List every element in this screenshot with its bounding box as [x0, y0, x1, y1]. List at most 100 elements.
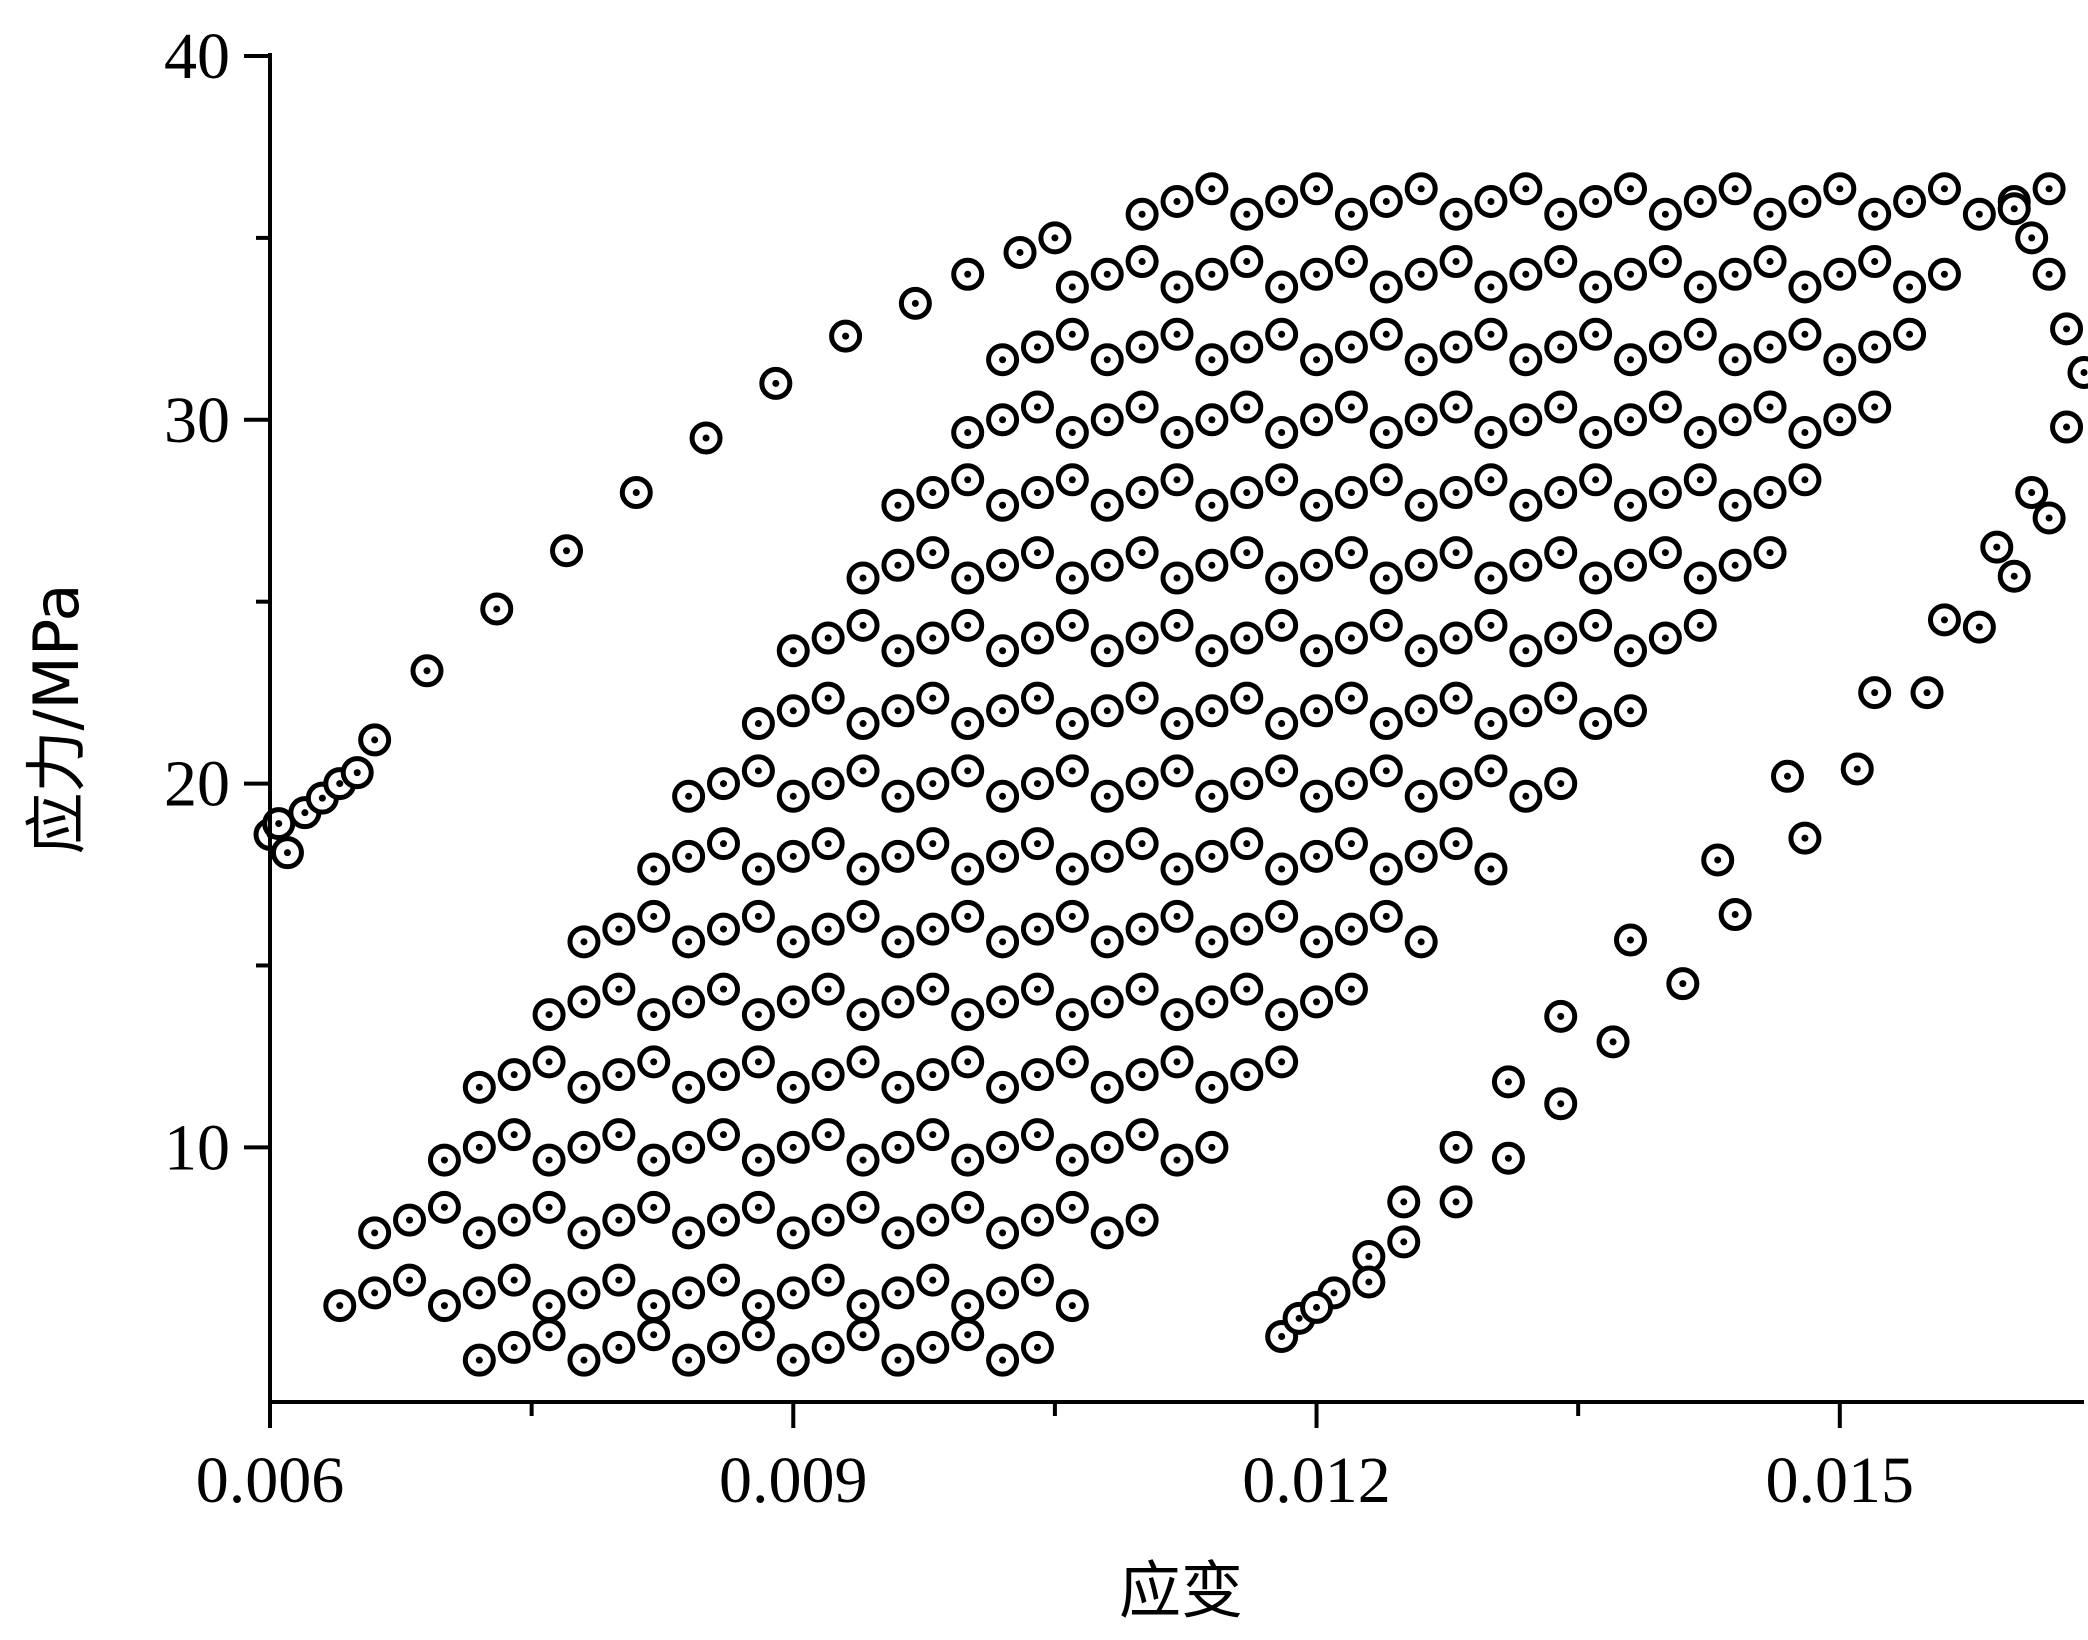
data-point — [1265, 416, 1299, 450]
point-center — [1138, 489, 1146, 497]
data-point — [1509, 694, 1543, 728]
point-center — [1208, 501, 1216, 509]
point-center — [1382, 283, 1390, 291]
point-center — [1766, 403, 1774, 411]
data-point — [986, 1070, 1020, 1104]
point-center — [929, 549, 937, 557]
point-center — [1417, 647, 1425, 655]
point-center — [1243, 694, 1251, 702]
point-center — [789, 1143, 797, 1151]
data-point — [1055, 416, 1089, 450]
data-point — [1369, 899, 1403, 933]
point-center — [1103, 792, 1111, 800]
point-center — [1627, 185, 1634, 193]
data-point — [1334, 536, 1368, 570]
point-center — [859, 1203, 867, 1211]
point-center — [1906, 330, 1914, 338]
data-point — [1230, 197, 1264, 231]
data-point — [846, 899, 880, 933]
data-point — [462, 1130, 496, 1164]
data-point — [1718, 488, 1752, 522]
y-tick-label: 30 — [164, 384, 230, 457]
point-center — [1016, 248, 1024, 256]
data-point — [1300, 694, 1334, 728]
data-point — [602, 972, 636, 1006]
data-point — [1997, 559, 2031, 593]
data-point — [497, 1118, 531, 1152]
point-center — [336, 780, 344, 788]
data-point — [1614, 257, 1647, 291]
point-center — [911, 299, 919, 307]
data-point — [881, 779, 915, 813]
point-center — [894, 501, 902, 509]
point-center — [510, 1343, 518, 1351]
data-point — [497, 1058, 531, 1092]
point-center — [1173, 720, 1181, 728]
data-point — [1265, 463, 1299, 497]
point-center — [1452, 1198, 1460, 1206]
point-center — [423, 667, 431, 675]
point-center — [1068, 767, 1076, 775]
point-center — [999, 707, 1007, 715]
point-center — [1033, 489, 1041, 497]
point-center — [1173, 198, 1181, 206]
point-center — [1138, 549, 1146, 557]
point-center — [999, 356, 1007, 364]
point-center — [1243, 1071, 1251, 1079]
point-center — [1382, 767, 1390, 775]
data-point — [567, 985, 601, 1019]
point-center — [1382, 720, 1390, 728]
point-center — [842, 332, 850, 340]
point-center — [1243, 343, 1251, 351]
point-center — [475, 1143, 483, 1151]
data-point — [1509, 634, 1543, 668]
data-point — [1439, 681, 1473, 715]
data-point — [707, 912, 740, 946]
data-point — [881, 1070, 915, 1104]
data-point — [1544, 245, 1578, 279]
data-point — [916, 1263, 950, 1297]
point-center — [964, 621, 972, 629]
point-center — [580, 1289, 588, 1297]
data-point — [2032, 501, 2066, 535]
data-point — [741, 899, 775, 933]
data-point — [1788, 416, 1822, 450]
point-center — [789, 938, 797, 946]
point-center — [275, 820, 283, 828]
point-center — [1278, 621, 1286, 629]
point-center — [1068, 429, 1076, 437]
data-point — [1404, 343, 1438, 377]
point-center — [1382, 476, 1390, 484]
point-center — [580, 1356, 588, 1364]
point-center — [1138, 985, 1146, 993]
point-center — [999, 561, 1007, 569]
point-center — [615, 1216, 623, 1224]
point-ring — [2067, 355, 2088, 389]
point-center — [1487, 767, 1495, 775]
point-center — [1138, 1216, 1146, 1224]
data-point — [741, 1190, 775, 1224]
point-center — [999, 647, 1007, 655]
data-point — [427, 1289, 461, 1323]
point-center — [1347, 634, 1355, 642]
point-center — [894, 1143, 902, 1151]
data-point — [1195, 403, 1229, 437]
data-point — [1823, 172, 1857, 206]
data-point — [1300, 548, 1334, 582]
point-center — [1417, 938, 1425, 946]
data-point — [1160, 317, 1194, 351]
point-center — [475, 1229, 483, 1237]
point-center — [894, 561, 902, 569]
data-point — [1718, 172, 1752, 206]
point-center — [1173, 429, 1181, 437]
data-point — [1439, 767, 1473, 801]
data-point — [1753, 197, 1787, 231]
data-point — [1544, 197, 1578, 231]
data-point — [881, 1216, 915, 1250]
point-center — [1400, 1238, 1408, 1246]
data-point — [1003, 235, 1037, 269]
data-point — [619, 476, 653, 510]
data-point — [689, 421, 723, 455]
point-center — [1173, 1011, 1181, 1019]
data-point — [1666, 967, 1700, 1001]
